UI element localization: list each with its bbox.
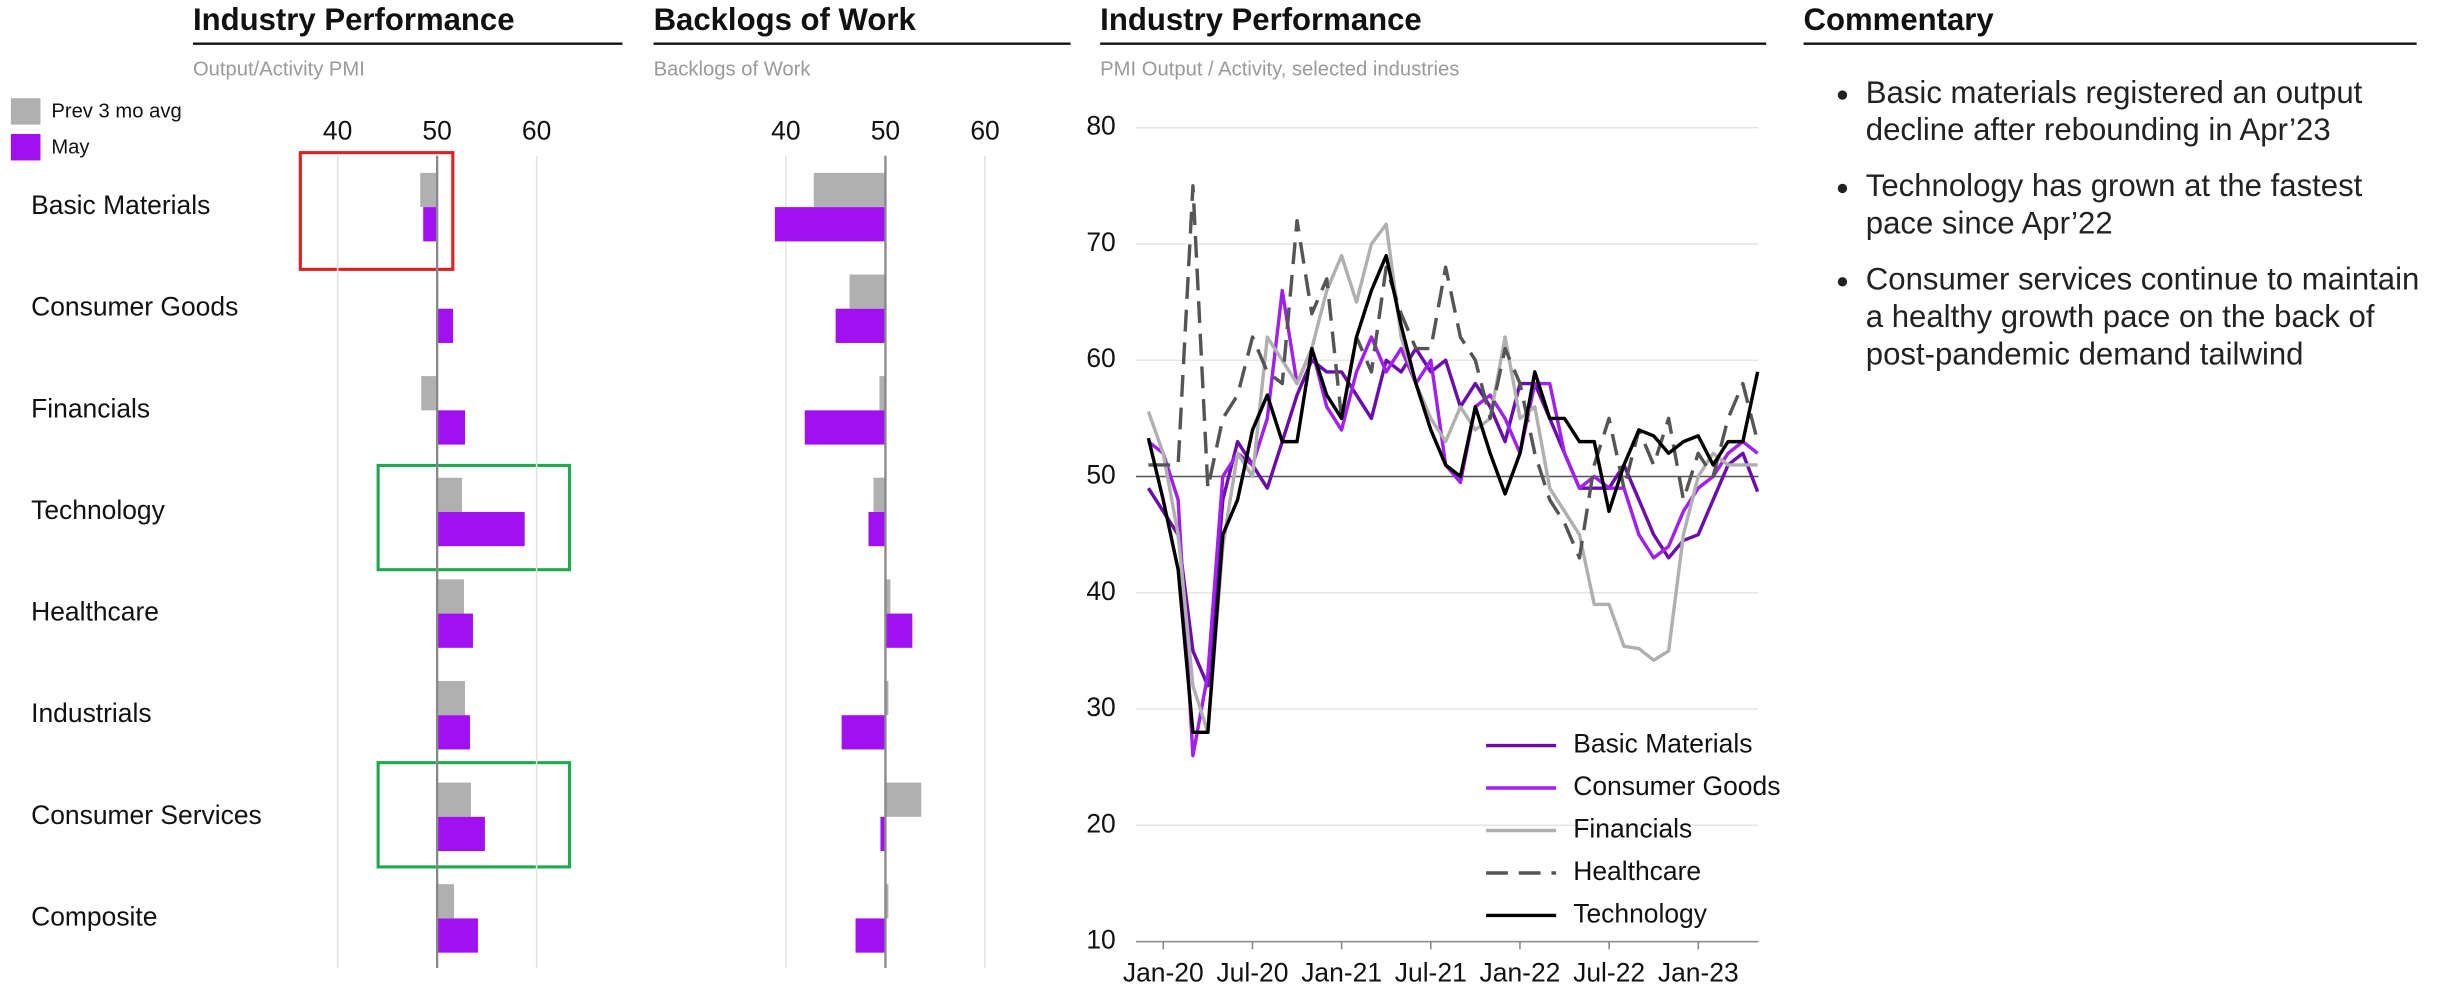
y-tick-label: 20 (1086, 808, 1115, 838)
y-tick-label: 30 (1086, 692, 1115, 722)
x-tick-label: 50 (422, 115, 451, 145)
bar (804, 410, 886, 445)
category-label: Basic Materials (31, 190, 210, 220)
category-label: Healthcare (31, 597, 159, 627)
bar (855, 918, 886, 953)
chart-subtitle: PMI Output / Activity, selected industri… (1100, 59, 1459, 81)
y-tick-label: 70 (1086, 227, 1115, 257)
x-tick-label: Jan-21 (1301, 957, 1382, 987)
y-tick-label: 80 (1086, 111, 1115, 141)
bar (885, 579, 891, 614)
legend-label: Financials (1573, 813, 1692, 843)
x-tick-label: Jan-22 (1480, 957, 1561, 987)
commentary-title: Commentary (1804, 2, 1995, 37)
category-label: Industrials (31, 698, 152, 728)
bar (437, 782, 471, 817)
bar (437, 884, 455, 919)
category-label: Consumer Services (31, 800, 262, 830)
legend-swatch (10, 133, 41, 161)
y-tick-label: 40 (1086, 576, 1115, 606)
y-tick-label: 60 (1086, 343, 1115, 373)
bar (437, 680, 465, 716)
bar (873, 477, 886, 512)
bar (885, 613, 913, 648)
series-line (1146, 253, 1760, 735)
bar (868, 511, 886, 547)
commentary-bullet: Technology has grown at the fastest pace… (1866, 168, 2426, 243)
commentary-box: Basic materials registered an output dec… (1804, 75, 2426, 480)
commentary-bullet: Consumer services continue to maintain a… (1866, 262, 2426, 374)
bar (885, 782, 922, 817)
bar (774, 207, 886, 242)
series-line (1146, 222, 1758, 735)
x-tick-label: 60 (970, 115, 999, 145)
bar (437, 511, 525, 547)
bar (423, 207, 438, 242)
chart-title: Backlogs of Work (654, 2, 917, 37)
highlight-box (376, 463, 572, 572)
bar (421, 376, 438, 411)
highlight-box (376, 761, 572, 869)
bar (437, 579, 465, 614)
y-tick-label: 10 (1086, 925, 1115, 955)
bar (437, 477, 463, 512)
legend-label: Technology (1573, 898, 1708, 928)
bar (879, 376, 886, 411)
x-tick-label: Jan-20 (1123, 957, 1204, 987)
bar (437, 613, 473, 648)
series-line (1147, 288, 1759, 758)
bar (437, 410, 465, 445)
x-tick-label: 50 (871, 115, 900, 145)
x-tick-label: Jul-22 (1573, 957, 1645, 987)
commentary-list: Basic materials registered an output dec… (1804, 75, 2426, 374)
bar (437, 816, 485, 852)
bar (437, 918, 478, 953)
x-tick-label: 40 (771, 115, 800, 145)
commentary-bullet: Basic materials registered an output dec… (1866, 75, 2426, 150)
chart-title: Industry Performance (193, 2, 515, 37)
legend-label: Healthcare (1573, 856, 1701, 886)
bar (841, 715, 886, 750)
bar (880, 816, 886, 852)
x-tick-label: Jul-21 (1395, 957, 1467, 987)
highlight-box (298, 151, 455, 271)
chart-subtitle: Backlogs of Work (654, 59, 812, 81)
bar (437, 715, 470, 750)
category-label: Consumer Goods (31, 292, 238, 322)
series-line (1148, 184, 1760, 560)
bar (849, 274, 886, 309)
legend-label: May (51, 136, 90, 158)
bar (885, 680, 889, 716)
legend-swatch (10, 98, 41, 125)
chart-title: Industry Performance (1100, 2, 1422, 37)
legend-label: Consumer Goods (1573, 771, 1780, 801)
x-tick-label: Jan-23 (1658, 957, 1739, 987)
series-line (1146, 346, 1760, 688)
x-tick-label: Jul-20 (1216, 957, 1288, 987)
category-label: Financials (31, 393, 150, 423)
bar (420, 172, 438, 208)
legend-label: Basic Materials (1573, 729, 1752, 759)
category-label: Technology (31, 495, 166, 525)
y-tick-label: 50 (1086, 460, 1115, 490)
legend-label: Prev 3 mo avg (51, 101, 181, 123)
bar (835, 308, 886, 343)
bar (437, 308, 454, 343)
bar (885, 884, 889, 919)
bar (813, 172, 886, 208)
x-tick-label: 40 (323, 115, 352, 145)
category-label: Composite (31, 901, 157, 931)
chart-subtitle: Output/Activity PMI (193, 59, 365, 81)
x-tick-label: 60 (522, 115, 551, 145)
